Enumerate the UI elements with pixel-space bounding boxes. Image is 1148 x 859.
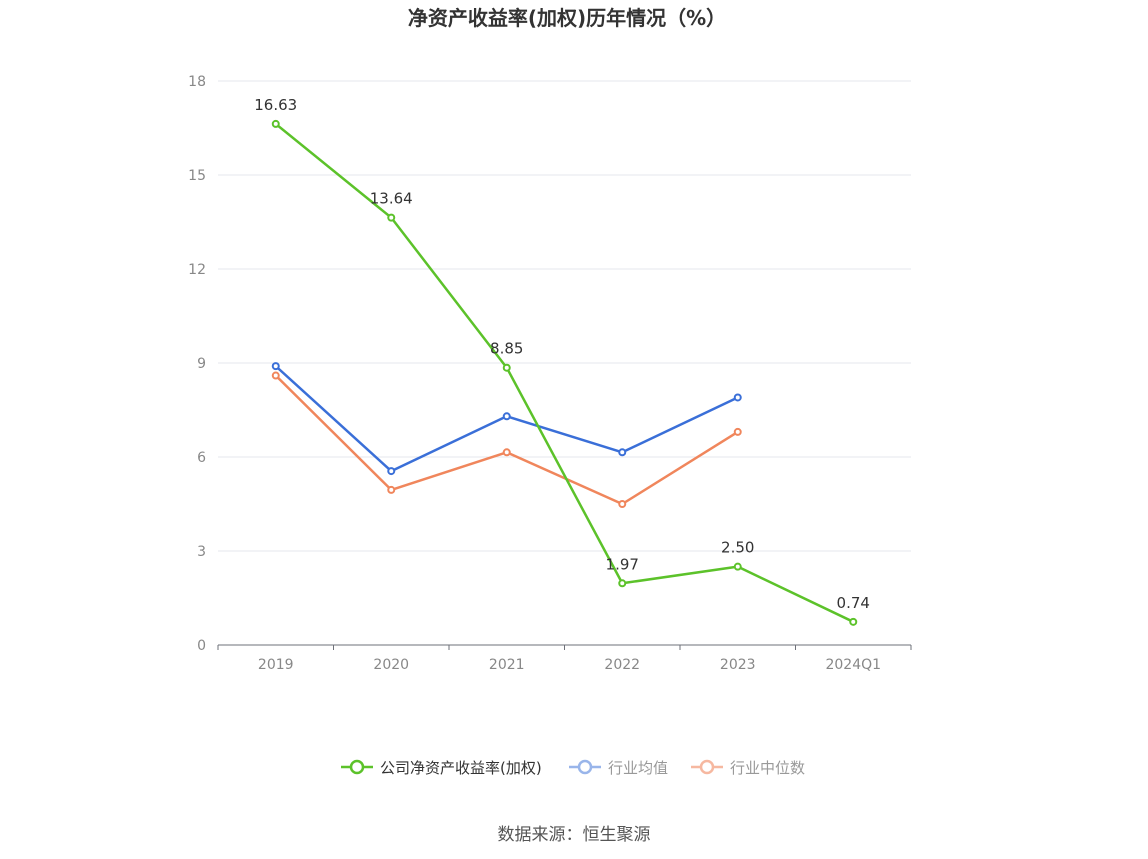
data-point — [618, 500, 627, 508]
legend-swatch-marker — [699, 759, 715, 775]
legend[interactable]: 公司净资产收益率(加权) 行业均值 行业中位数 — [341, 759, 805, 777]
x-tick-label: 2024Q1 — [825, 657, 881, 673]
series-line-0 — [274, 122, 854, 623]
legend-label: 行业中位数 — [730, 759, 805, 777]
data-point — [733, 427, 742, 436]
grid-lines — [218, 80, 911, 552]
axes: 0 3 6 9 12 15 18 2019 2020 2021 2022 2023 2024Q1 — [188, 74, 912, 673]
data-labels: 16.63 13.64 8.85 1.97 2.50 0.74 — [254, 96, 870, 612]
y-tick-label: 12 — [188, 262, 206, 278]
legend-item-0[interactable]: 公司净资产收益率(加权) — [341, 759, 542, 777]
y-tick-label: 15 — [188, 168, 206, 184]
data-point — [387, 485, 396, 494]
x-tick-label: 2020 — [373, 657, 409, 673]
series-layer — [271, 119, 858, 626]
legend-swatch-marker — [349, 759, 365, 775]
legend-label: 公司净资产收益率(加权) — [380, 759, 542, 777]
y-tick-label: 9 — [197, 356, 206, 372]
data-point — [502, 363, 511, 372]
data-point — [618, 448, 627, 457]
x-tick-label: 2022 — [604, 657, 640, 673]
data-point — [271, 362, 280, 371]
x-tick-label: 2019 — [258, 657, 294, 673]
legend-item-2[interactable]: 行业中位数 — [691, 759, 805, 777]
data-label: 2.50 — [721, 539, 754, 557]
y-tick-label: 18 — [188, 74, 206, 90]
data-label: 16.63 — [254, 96, 297, 114]
legend-swatch-marker — [577, 759, 593, 775]
y-tick-label: 3 — [197, 544, 206, 560]
x-tick-label: 2021 — [489, 657, 525, 673]
legend-label: 行业均值 — [608, 759, 668, 777]
legend-item-1[interactable]: 行业均值 — [569, 759, 668, 777]
data-point — [502, 448, 511, 457]
data-point — [502, 412, 511, 421]
x-tick-label: 2023 — [720, 657, 756, 673]
data-label: 1.97 — [606, 555, 639, 573]
data-label: 8.85 — [490, 340, 523, 358]
series-line-2 — [274, 374, 739, 506]
data-point — [271, 119, 280, 128]
data-point — [387, 213, 396, 222]
data-point — [271, 371, 280, 380]
data-label: 13.64 — [370, 190, 413, 208]
data-point — [733, 393, 742, 402]
source-note: 数据来源：恒生聚源 — [498, 825, 651, 845]
data-point — [733, 562, 742, 571]
data-label: 0.74 — [837, 594, 870, 612]
data-point — [387, 467, 396, 476]
data-point — [618, 579, 627, 588]
chart-title: 净资产收益率(加权)历年情况（%） — [408, 6, 726, 30]
y-tick-label: 0 — [197, 638, 206, 654]
data-point — [849, 617, 858, 626]
y-tick-label: 6 — [197, 450, 206, 466]
